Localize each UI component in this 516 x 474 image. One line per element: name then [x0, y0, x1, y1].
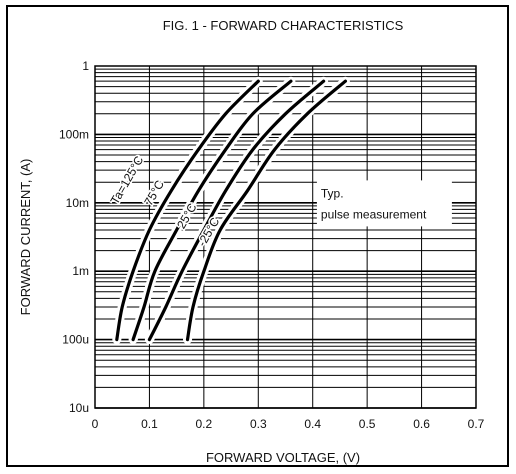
x-tick-label: 0.6: [413, 417, 430, 431]
x-tick-label: 0.3: [250, 417, 267, 431]
x-tick-label: 0.5: [359, 417, 376, 431]
y-tick-label: 1m: [72, 264, 89, 278]
y-tick-label: 100m: [59, 127, 89, 141]
series-curve-3: [185, 79, 347, 342]
x-axis-ticks: 0 0.1 0.2 0.3 0.4 0.5 0.6 0.7: [92, 417, 485, 431]
series-curve-0: [115, 79, 260, 342]
y-tick-label: 10u: [69, 401, 89, 415]
chart-title: FIG. 1 - FORWARD CHARACTERISTICS: [163, 18, 404, 33]
y-axis-ticks: 10u 100u 1m 10m 100m 1: [59, 59, 89, 415]
y-tick-label: 10m: [66, 196, 89, 210]
series-curves: [112, 76, 350, 345]
y-tick-label: 1: [82, 59, 89, 73]
x-tick-label: 0.2: [196, 417, 213, 431]
x-tick-label: 0.1: [141, 417, 158, 431]
y-axis-label: FORWARD CURRENT, (A): [18, 159, 33, 316]
series-curve-2: [147, 79, 326, 342]
y-tick-label: 100u: [62, 333, 89, 347]
annotation-line-2: pulse measurement: [321, 207, 427, 221]
annotation-background: [316, 180, 452, 227]
annotation-box: Typ. pulse measurement: [316, 180, 452, 227]
series-curve-1: [131, 79, 293, 342]
annotation-line-1: Typ.: [321, 186, 344, 200]
x-axis-label: FORWARD VOLTAGE, (V): [206, 450, 360, 465]
x-tick-label: 0.7: [468, 417, 485, 431]
figure-border: [6, 5, 509, 467]
x-tick-label: 0.4: [304, 417, 321, 431]
x-tick-label: 0: [92, 417, 99, 431]
